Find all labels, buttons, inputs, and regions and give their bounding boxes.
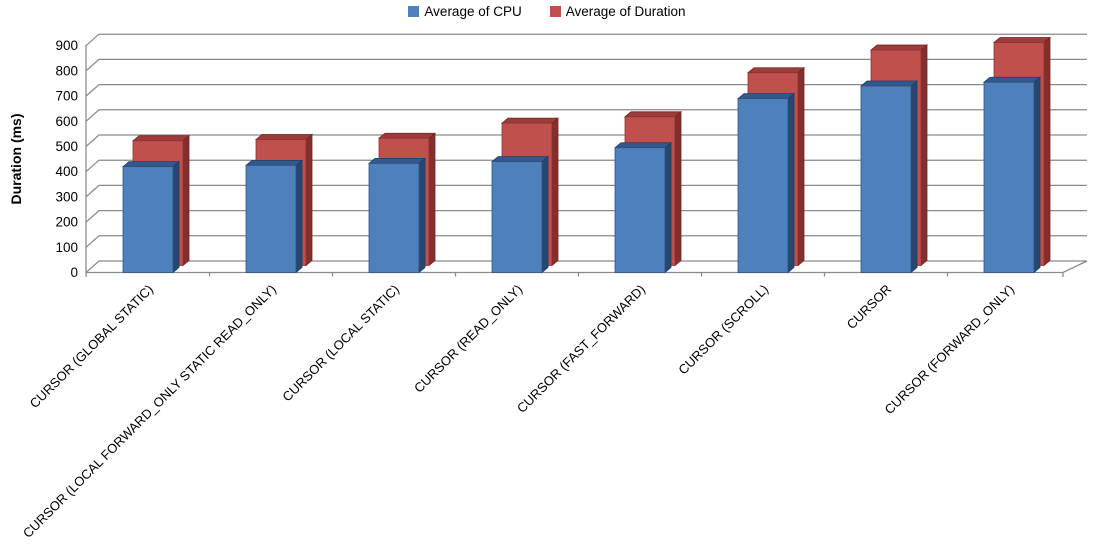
bar-cpu-0-front bbox=[122, 166, 174, 273]
y-axis-title: Duration (ms) bbox=[8, 114, 24, 205]
bar-cpu-2-top bbox=[367, 157, 427, 164]
bar-duration-5-side bbox=[797, 66, 805, 267]
bar-duration-0-side bbox=[182, 134, 190, 267]
bar-cpu-3-front bbox=[491, 161, 543, 273]
bar-cpu-7-side bbox=[1033, 76, 1041, 274]
bar-cpu-3-side bbox=[541, 155, 549, 274]
x-category-label-6: CURSOR bbox=[844, 282, 894, 332]
gridline-200 bbox=[85, 209, 1087, 223]
y-tick-label-800: 800 bbox=[55, 63, 78, 78]
gridline-100 bbox=[85, 235, 1087, 248]
bar-cpu-2-front bbox=[368, 162, 420, 273]
x-category-label-3: CURSOR (READ_ONLY) bbox=[411, 282, 525, 396]
bar-cpu-6-side bbox=[910, 80, 918, 274]
y-tick-label-300: 300 bbox=[55, 189, 78, 204]
bar-duration-6-side bbox=[920, 44, 928, 267]
bar-cpu-5-side bbox=[787, 92, 795, 274]
bar-duration-3-side bbox=[551, 117, 559, 267]
y-tick-label-500: 500 bbox=[55, 139, 78, 154]
legend-label-duration: Average of Duration bbox=[565, 4, 686, 19]
x-category-label-0: CURSOR (GLOBAL STATIC) bbox=[27, 282, 156, 411]
cpu-series-swatch-icon bbox=[408, 6, 420, 17]
bar-duration-6-top bbox=[869, 44, 929, 51]
x-category-label-7: CURSOR (FORWARD_ONLY) bbox=[882, 282, 1018, 418]
bar-cpu-0-top bbox=[121, 161, 181, 168]
bar-cpu-2-side bbox=[418, 157, 426, 274]
gridline-0 bbox=[85, 260, 1087, 273]
bar-duration-7-top bbox=[992, 37, 1052, 43]
bar-cpu-1-top bbox=[244, 159, 304, 166]
gridline-600 bbox=[85, 109, 1087, 122]
y-tick-label-0: 0 bbox=[70, 265, 78, 280]
bar-cpu-7-front bbox=[983, 81, 1035, 273]
bar-cpu-6-top bbox=[859, 80, 919, 87]
bar-cpu-4-front bbox=[614, 147, 666, 273]
y-tick-label-400: 400 bbox=[55, 164, 78, 179]
x-category-label-5: CURSOR (SCROLL) bbox=[675, 282, 771, 378]
bar-duration-0-top bbox=[131, 135, 191, 142]
bar-duration-4-top bbox=[623, 111, 683, 118]
bar-cpu-0-side bbox=[172, 160, 180, 274]
bar-duration-1-top bbox=[254, 134, 314, 140]
bar-cpu-6-front bbox=[860, 85, 912, 273]
bar-duration-7-side bbox=[1043, 36, 1051, 267]
bar-cpu-4-side bbox=[664, 141, 672, 274]
bar-cpu-4-top bbox=[613, 142, 673, 149]
gridline-500 bbox=[85, 134, 1087, 147]
gridline-400 bbox=[85, 159, 1087, 173]
gridline-800 bbox=[85, 58, 1087, 72]
bar-cpu-5-top bbox=[736, 93, 796, 100]
bar-duration-3-top bbox=[500, 117, 560, 124]
bar-cpu-7-top bbox=[982, 76, 1042, 83]
x-axis-floor-edge bbox=[86, 260, 1088, 274]
bar-duration-1-side bbox=[305, 133, 313, 267]
legend-item-cpu: Average of CPU bbox=[408, 4, 522, 19]
duration-series-swatch-icon bbox=[549, 6, 561, 17]
gridline-700 bbox=[85, 83, 1087, 97]
y-tick-label-200: 200 bbox=[55, 215, 78, 230]
y-tick-label-100: 100 bbox=[55, 240, 78, 255]
legend-item-duration: Average of Duration bbox=[549, 4, 686, 19]
bar-duration-4-side bbox=[674, 110, 682, 267]
x-category-label-2: CURSOR (LOCAL STATIC) bbox=[279, 282, 402, 405]
y-tick-label-900: 900 bbox=[55, 38, 78, 53]
gridline-300 bbox=[85, 184, 1087, 198]
x-category-label-4: CURSOR (FAST_FORWARD) bbox=[514, 282, 648, 416]
bar-cpu-1-side bbox=[295, 159, 303, 274]
x-category-label-1: CURSOR (LOCAL FORWARD_ONLY STATIC READ_O… bbox=[20, 282, 279, 541]
legend-label-cpu: Average of CPU bbox=[424, 4, 522, 19]
y-tick-label-700: 700 bbox=[55, 89, 78, 104]
legend: Average of CPU Average of Duration bbox=[0, 4, 1094, 19]
bar-cpu-1-front bbox=[245, 164, 297, 273]
y-tick-label-600: 600 bbox=[55, 114, 78, 129]
bar-duration-2-top bbox=[377, 132, 437, 139]
bar-cpu-3-top bbox=[490, 156, 550, 163]
gridline-900 bbox=[85, 33, 1087, 47]
bar-duration-2-side bbox=[428, 132, 436, 267]
bar-duration-5-top bbox=[746, 67, 806, 74]
bar-cpu-5-front bbox=[737, 98, 789, 273]
